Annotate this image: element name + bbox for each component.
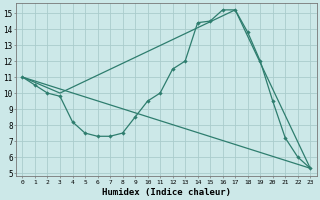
X-axis label: Humidex (Indice chaleur): Humidex (Indice chaleur) (102, 188, 231, 197)
